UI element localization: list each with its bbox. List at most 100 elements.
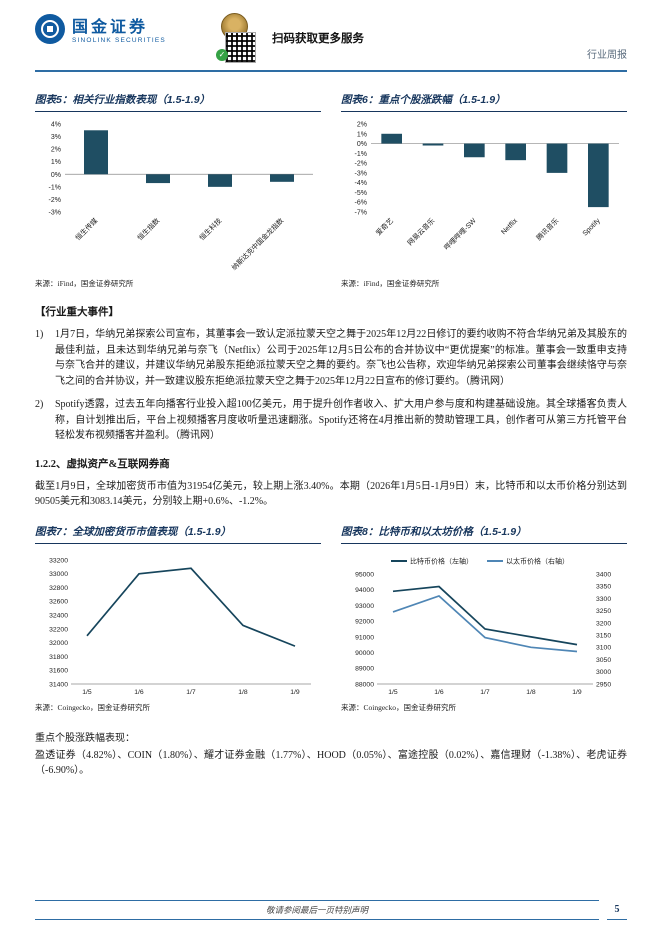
svg-text:-2%: -2% — [49, 197, 61, 204]
svg-text:93000: 93000 — [355, 602, 374, 609]
verified-check-icon: ✓ — [215, 49, 228, 61]
svg-text:89000: 89000 — [355, 665, 374, 672]
event-1-text: 1月7日，华纳兄弟探索公司宣布，其董事会一致认定派拉蒙天空之舞于2025年12月… — [55, 329, 627, 387]
figure-5: 图表5：相关行业指数表现（1.5-1.9） -3% -2% -1% 0% 1% 2% 3% 4… — [35, 92, 321, 289]
svg-text:33200: 33200 — [49, 557, 68, 564]
svg-text:3200: 3200 — [596, 620, 611, 627]
svg-text:0%: 0% — [357, 141, 367, 148]
figure-6-title: 图表6：重点个股涨跌幅（1.5-1.9） — [341, 92, 627, 112]
svg-text:1/7: 1/7 — [480, 689, 490, 696]
figure-8-source: 来源：Coingecko，国金证券研究所 — [341, 702, 456, 712]
svg-text:Netflix: Netflix — [500, 217, 519, 236]
svg-text:2%: 2% — [51, 147, 61, 154]
svg-text:1/5: 1/5 — [388, 689, 398, 696]
svg-text:1/6: 1/6 — [434, 689, 444, 696]
svg-text:2950: 2950 — [596, 681, 611, 688]
svg-text:1/5: 1/5 — [82, 689, 92, 696]
svg-text:32200: 32200 — [49, 626, 68, 633]
figure-8-title: 图表8：比特币和以太坊价格（1.5-1.9） — [341, 524, 627, 544]
svg-text:比特币价格（左轴）: 比特币价格（左轴） — [410, 556, 473, 565]
footer-disclaimer: 敬请参阅最后一页特别声明 — [35, 900, 599, 920]
stock-performance-label: 重点个股涨跌幅表现： — [35, 732, 135, 744]
event-item-2: 2) Spotify透露，过去五年向播客行业投入超100亿美元，用于提升创作者收… — [35, 397, 627, 444]
industry-index-bar-chart: -3% -2% -1% 0% 1% 2% 3% 4% 恒生传媒 恒生指数 恒生科技 纳斯达克中国金龙指… — [49, 122, 313, 272]
svg-text:-3%: -3% — [355, 170, 367, 177]
figure-5-source: 来源：iFind，国金证券研究所 — [35, 279, 134, 288]
svg-text:恒生指数: 恒生指数 — [135, 216, 161, 242]
stock-performance-paragraph: 盈透证券（4.82%）、COIN（1.80%）、耀才证券金融（1.77%）、HO… — [35, 749, 627, 777]
figure-7-title: 图表7：全球加密货币市值表现（1.5-1.9） — [35, 524, 321, 544]
svg-text:1/6: 1/6 — [134, 689, 144, 696]
svg-text:3300: 3300 — [596, 595, 611, 602]
svg-text:-5%: -5% — [355, 190, 367, 197]
figure-row-2: 图表7：全球加密货币市值表现（1.5-1.9） 31400 31600 31800 3… — [0, 524, 662, 713]
crypto-summary-paragraph: 截至1月9日，全球加密货币市值为31954亿美元，较上期上涨3.40%。本期（2… — [35, 480, 627, 508]
event-item-1: 1) 1月7日，华纳兄弟探索公司宣布，其董事会一致认定派拉蒙天空之舞于2025年… — [35, 327, 627, 389]
svg-text:-1%: -1% — [355, 151, 367, 158]
svg-text:恒生传媒: 恒生传媒 — [73, 216, 99, 242]
svg-text:Spotify: Spotify — [582, 217, 602, 237]
qr-code — [224, 32, 256, 63]
svg-text:90000: 90000 — [355, 649, 374, 656]
crypto-marketcap-line-chart: 31400 31600 31800 32000 32200 32400 32600 32800… — [49, 557, 311, 696]
svg-text:-3%: -3% — [49, 210, 61, 217]
figure-8: 图表8：比特币和以太坊价格（1.5-1.9） 88000 89000 90000 91… — [341, 524, 627, 713]
svg-text:-6%: -6% — [355, 200, 367, 207]
svg-text:-1%: -1% — [49, 184, 61, 191]
brand-name: 国金证券 — [72, 19, 149, 36]
svg-text:1/9: 1/9 — [572, 689, 582, 696]
svg-text:3250: 3250 — [596, 608, 611, 615]
subsection-heading: 1.2.2、虚拟资产&互联网券商 — [35, 458, 170, 470]
sinolink-coin-logo-icon — [35, 13, 65, 44]
svg-text:91000: 91000 — [355, 634, 374, 641]
major-events-heading: 【行业重大事件】 — [35, 307, 119, 318]
svg-text:2%: 2% — [357, 122, 367, 129]
brand-name-en: SINOLINK SECURITIES — [72, 37, 166, 44]
svg-text:1%: 1% — [357, 131, 367, 138]
event-2-number: 2) — [35, 399, 44, 410]
event-2-text: Spotify透露，过去五年向播客行业投入超100亿美元，用于提升创作者收入、扩… — [55, 399, 627, 441]
svg-text:纳斯达克中国金龙指数: 纳斯达克中国金龙指数 — [230, 216, 286, 272]
svg-text:网易云音乐: 网易云音乐 — [405, 216, 436, 247]
svg-text:3000: 3000 — [596, 669, 611, 676]
svg-text:32800: 32800 — [49, 584, 68, 591]
figure-7-source: 来源：Coingecko，国金证券研究所 — [35, 702, 150, 712]
figure-row-1: 图表5：相关行业指数表现（1.5-1.9） -3% -2% -1% 0% 1% 2% 3% 4… — [0, 92, 662, 289]
svg-text:1/8: 1/8 — [238, 689, 248, 696]
brand-logo: 国金证券 SINOLINK SECURITIES — [35, 13, 166, 44]
figure-5-title: 图表5：相关行业指数表现（1.5-1.9） — [35, 92, 321, 112]
svg-text:4%: 4% — [51, 122, 61, 129]
svg-text:31400: 31400 — [49, 681, 68, 688]
svg-text:1/9: 1/9 — [290, 689, 300, 696]
svg-text:哔哩哔哩-SW: 哔哩哔哩-SW — [442, 216, 478, 252]
svg-text:32000: 32000 — [49, 640, 68, 647]
svg-text:3%: 3% — [51, 134, 61, 141]
svg-text:32600: 32600 — [49, 598, 68, 605]
figure-6-source: 来源：iFind，国金证券研究所 — [341, 279, 440, 288]
page-header: 国金证券 SINOLINK SECURITIES ✓ 扫码获取更多服务 行业周报 — [0, 0, 662, 63]
header-divider — [35, 70, 627, 72]
qr-block: ✓ 扫码获取更多服务 — [214, 13, 364, 63]
figure-6: 图表6：重点个股涨跌幅（1.5-1.9） -7% -6% -5% -4% -3% -2% -… — [341, 92, 627, 289]
key-stocks-bar-chart: -7% -6% -5% -4% -3% -2% -1% 0% 1% 2% 爱奇艺 网易云音乐 哔哩哔哩-… — [355, 122, 619, 252]
svg-text:3150: 3150 — [596, 632, 611, 639]
event-1-number: 1) — [35, 329, 44, 340]
svg-text:1%: 1% — [51, 159, 61, 166]
svg-text:恒生科技: 恒生科技 — [197, 216, 223, 242]
major-events-list: 1) 1月7日，华纳兄弟探索公司宣布，其董事会一致认定派拉蒙天空之舞于2025年… — [0, 327, 662, 444]
svg-text:-2%: -2% — [355, 161, 367, 168]
report-type-label: 行业周报 — [587, 50, 627, 61]
svg-text:94000: 94000 — [355, 587, 374, 594]
svg-text:88000: 88000 — [355, 681, 374, 688]
svg-text:腾讯音乐: 腾讯音乐 — [534, 216, 560, 242]
svg-text:3100: 3100 — [596, 644, 611, 651]
page-number: 5 — [607, 900, 627, 920]
svg-text:1/7: 1/7 — [186, 689, 196, 696]
svg-text:32400: 32400 — [49, 612, 68, 619]
svg-text:92000: 92000 — [355, 618, 374, 625]
page-footer: 敬请参阅最后一页特别声明 5 — [35, 900, 627, 920]
svg-text:3050: 3050 — [596, 656, 611, 663]
svg-text:-7%: -7% — [355, 210, 367, 217]
svg-text:爱奇艺: 爱奇艺 — [374, 216, 395, 237]
